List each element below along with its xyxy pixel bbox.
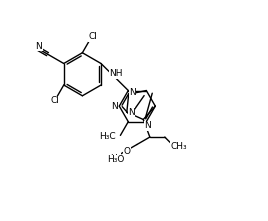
Text: H₃O: H₃O: [107, 155, 125, 164]
Text: N: N: [144, 121, 151, 130]
Text: Cl: Cl: [89, 32, 98, 41]
Text: N: N: [35, 42, 42, 51]
Text: Cl: Cl: [51, 96, 59, 105]
Text: NH: NH: [109, 69, 122, 78]
Text: O: O: [123, 147, 131, 156]
Text: N: N: [111, 102, 118, 110]
Text: H₃C: H₃C: [99, 132, 116, 141]
Text: N: N: [129, 88, 136, 97]
Text: N: N: [128, 108, 135, 117]
Text: CH₃: CH₃: [171, 142, 187, 151]
Text: H₃: H₃: [110, 154, 120, 163]
